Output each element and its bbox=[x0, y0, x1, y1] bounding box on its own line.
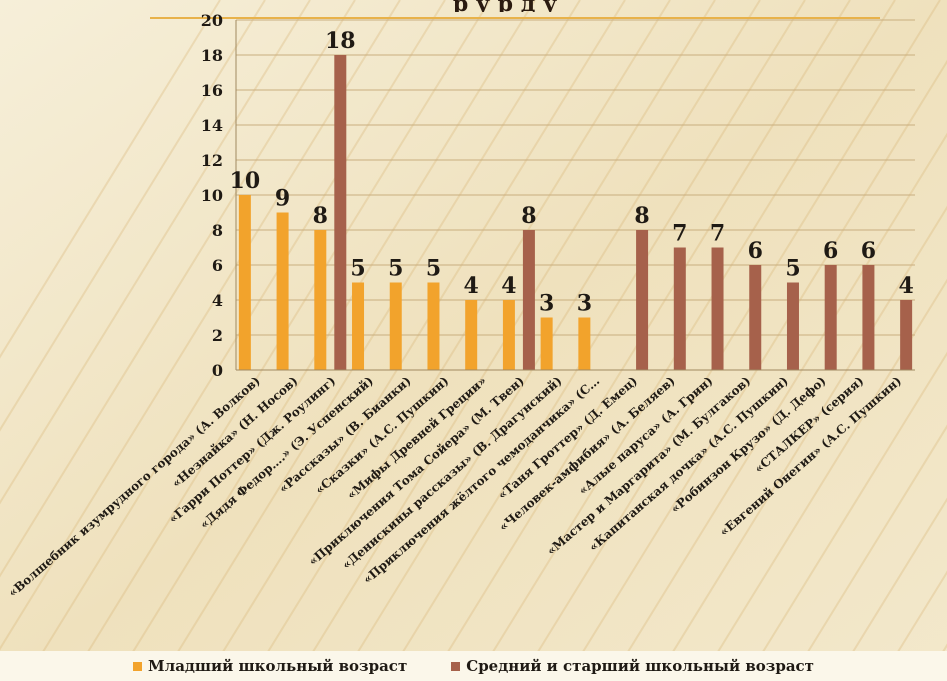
data-label: 3 bbox=[539, 291, 554, 317]
bar-junior bbox=[502, 300, 515, 370]
bar-senior bbox=[711, 247, 724, 370]
bar-senior bbox=[522, 230, 535, 370]
x-tick-label: «Дядя Федор….» (Э. Успенский) bbox=[197, 374, 376, 532]
bar-junior bbox=[465, 300, 478, 370]
bar-junior bbox=[352, 282, 365, 370]
y-tick-label: 12 bbox=[201, 151, 223, 170]
bar-junior bbox=[389, 282, 402, 370]
data-label: 9 bbox=[275, 186, 290, 212]
legend-label-senior: Средний и старший школьный возраст bbox=[466, 657, 814, 675]
bar-junior bbox=[276, 212, 289, 370]
legend: Младший школьный возраст Средний и старш… bbox=[0, 651, 947, 681]
data-label: 5 bbox=[350, 256, 365, 282]
chart-title-fragment: р у р д у bbox=[205, 0, 805, 12]
bar-senior bbox=[334, 55, 347, 370]
y-tick-label: 8 bbox=[212, 221, 223, 240]
data-label: 5 bbox=[426, 256, 441, 282]
legend-item-junior: Младший школьный возраст bbox=[133, 657, 407, 675]
data-label: 7 bbox=[710, 221, 725, 247]
bar-senior bbox=[862, 265, 875, 370]
bar-senior bbox=[749, 265, 762, 370]
data-label: 8 bbox=[313, 203, 328, 229]
data-label: 8 bbox=[521, 203, 536, 229]
bar-senior bbox=[673, 247, 686, 370]
data-label: 6 bbox=[823, 238, 838, 264]
bar-junior bbox=[314, 230, 327, 370]
y-tick-label: 20 bbox=[201, 11, 223, 30]
data-label: 6 bbox=[748, 238, 763, 264]
bar-senior bbox=[824, 265, 837, 370]
data-label: 4 bbox=[464, 273, 479, 299]
x-tick-label: «Волшебник изумрудного города» (А. Волко… bbox=[6, 374, 263, 600]
legend-label-junior: Младший школьный возраст bbox=[148, 657, 408, 675]
data-label: 4 bbox=[898, 273, 913, 299]
y-tick-label: 2 bbox=[212, 326, 223, 345]
y-tick-label: 10 bbox=[201, 186, 223, 205]
y-tick-label: 6 bbox=[212, 256, 223, 275]
legend-swatch-junior bbox=[133, 661, 143, 671]
bar-junior bbox=[578, 317, 591, 370]
bar-senior bbox=[636, 230, 649, 370]
data-label: 6 bbox=[861, 238, 876, 264]
bar-junior bbox=[238, 195, 251, 370]
data-label: 10 bbox=[230, 168, 261, 194]
bar-junior bbox=[427, 282, 440, 370]
bar-junior bbox=[540, 317, 553, 370]
data-label: 18 bbox=[325, 28, 356, 54]
data-label: 5 bbox=[388, 256, 403, 282]
data-label: 8 bbox=[634, 203, 649, 229]
bar-senior bbox=[786, 282, 799, 370]
legend-swatch-senior bbox=[451, 661, 461, 671]
y-tick-label: 0 bbox=[212, 361, 223, 380]
data-label: 3 bbox=[577, 291, 592, 317]
legend-item-senior: Средний и старший школьный возраст bbox=[451, 657, 814, 675]
y-tick-label: 18 bbox=[201, 46, 223, 65]
y-tick-label: 16 bbox=[201, 81, 223, 100]
y-tick-label: 4 bbox=[212, 291, 223, 310]
bar-senior bbox=[900, 300, 913, 370]
data-label: 4 bbox=[501, 273, 516, 299]
y-tick-label: 14 bbox=[201, 116, 223, 135]
x-tick-label: «Гарри Поттер» (Дж. Роулинг) bbox=[166, 374, 338, 526]
data-label: 7 bbox=[672, 221, 687, 247]
data-label: 5 bbox=[785, 256, 800, 282]
